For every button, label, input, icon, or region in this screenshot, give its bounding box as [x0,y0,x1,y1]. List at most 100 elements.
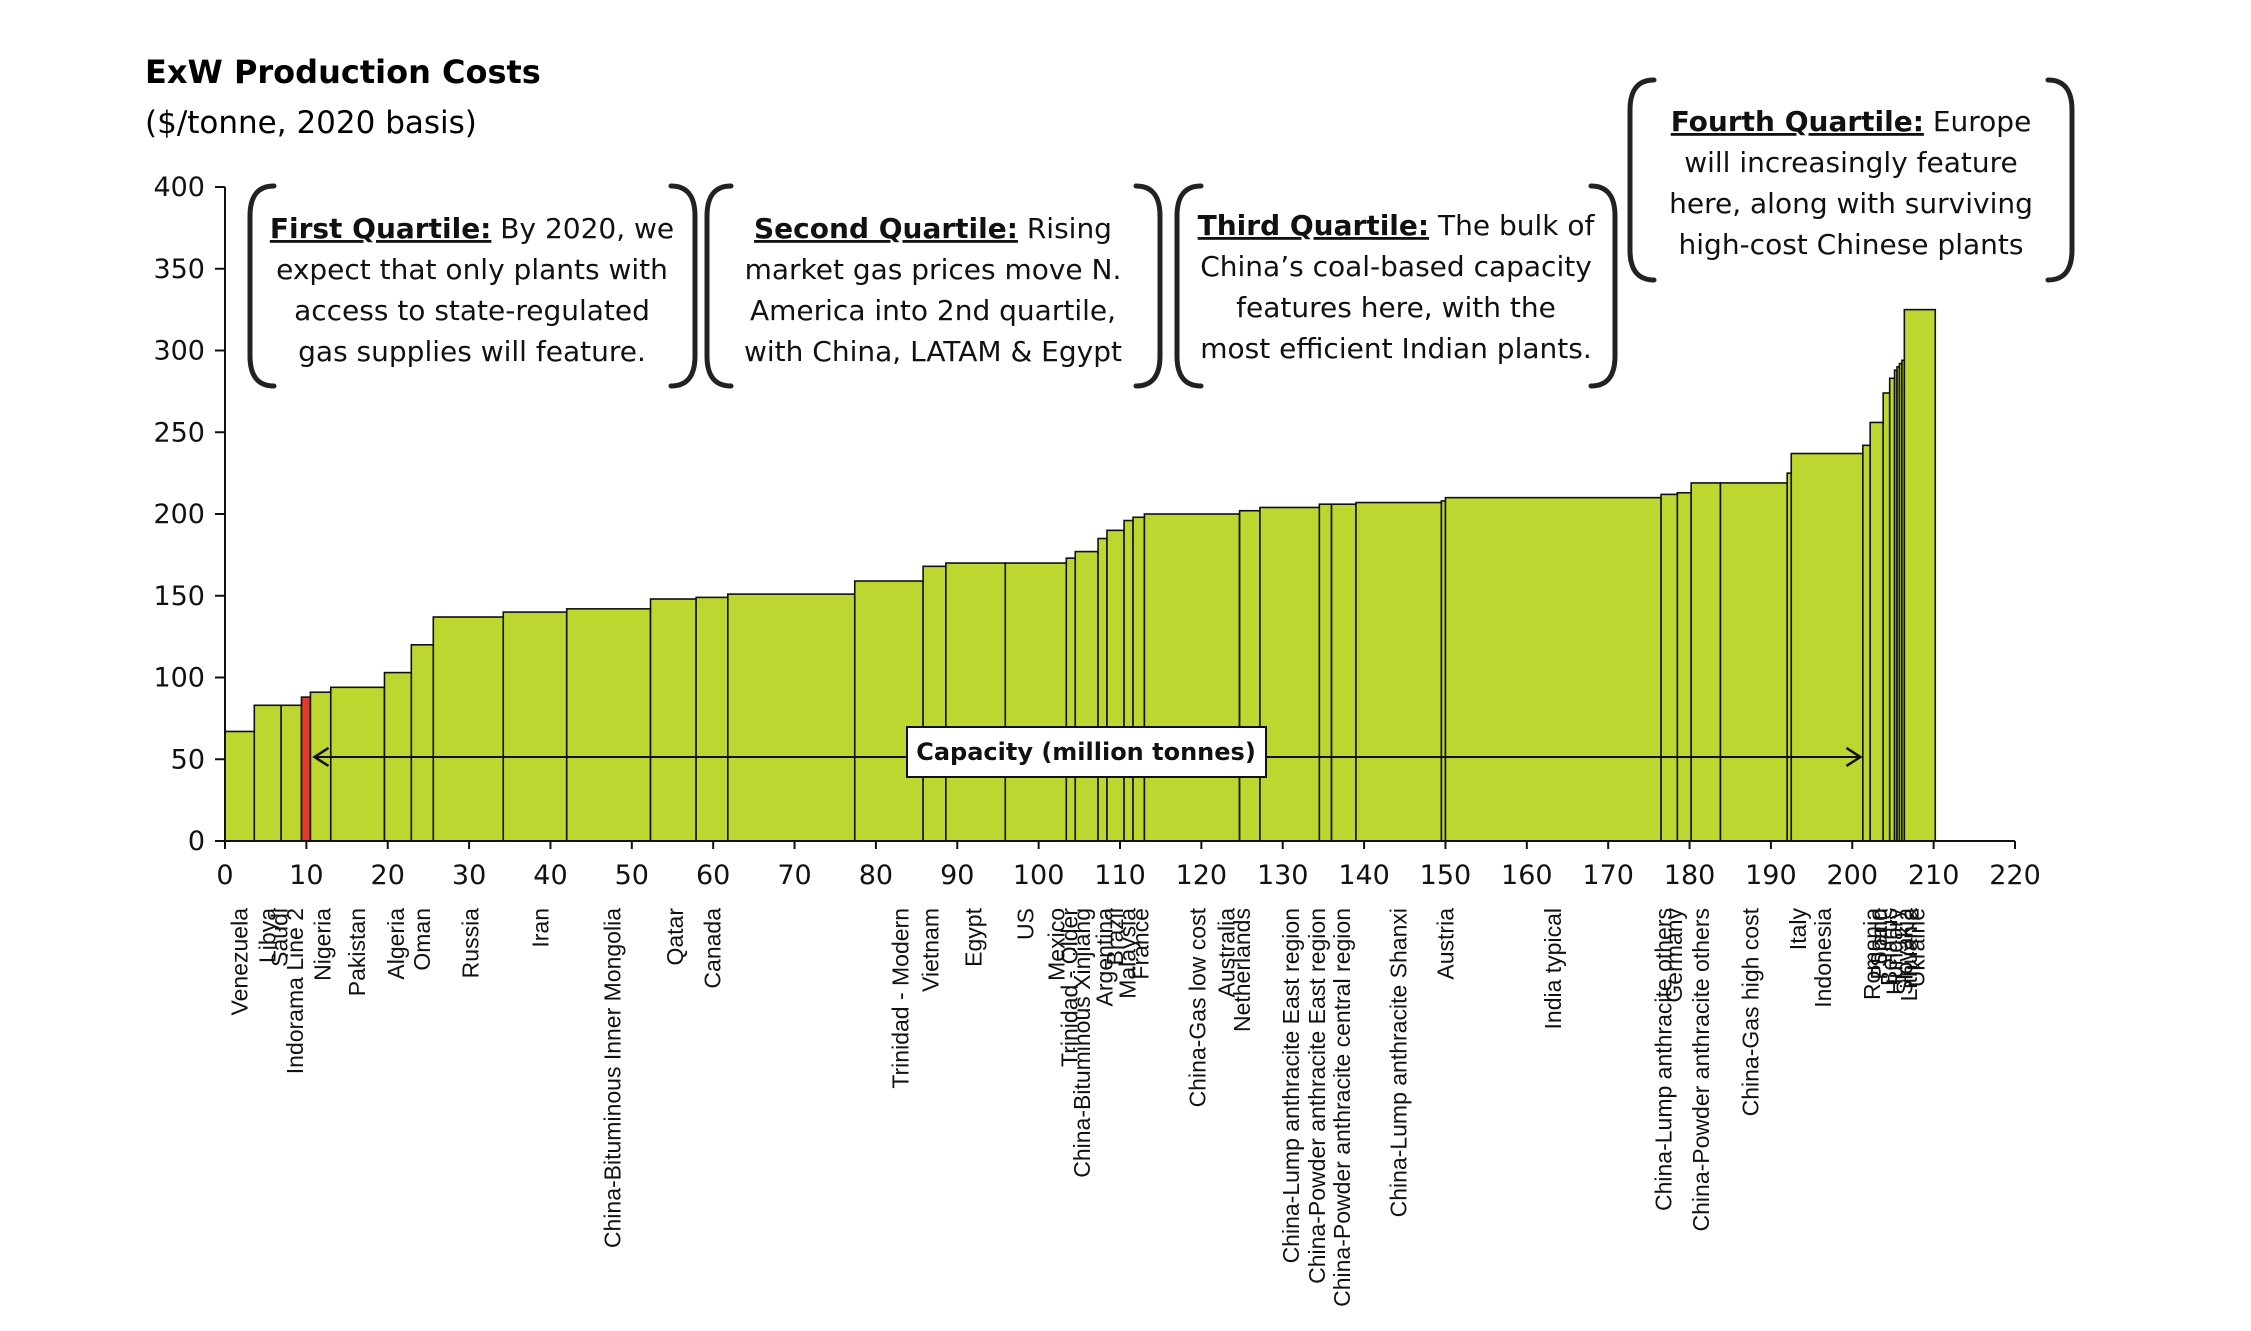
bar-15 [922,565,947,842]
y-ticks-group: 0 50 100 150 200 250 300 350 400 [153,172,225,857]
annotation-0-line-0: First Quartile: By 2020, we [270,212,674,245]
y-tick-label-0: 0 [188,826,205,857]
capacity-arrow-group: Capacity (million tonnes) [312,726,1863,778]
bar-47 [1903,308,1937,842]
category-label-40: Spain [1866,908,1892,967]
annotation-3-heading: Fourth Quartile: [1671,105,1924,138]
category-label-14: Vietnam [917,908,943,992]
category-label-18: Trinidad - Older [1057,908,1083,1067]
bar-33 [1660,493,1679,842]
annotation-3-bracket-right [2045,77,2075,283]
x-tick-label-18: 180 [1664,860,1716,891]
annotation-3-line-0-text: Europe [1924,105,2031,138]
category-label-13: Trinidad - Modern [887,908,913,1089]
annotation-2-line-0-text: The bulk of [1429,209,1595,242]
bar-24 [1143,513,1241,842]
bar-20 [1097,537,1108,842]
bar-32 [1444,496,1662,842]
bar-13 [727,593,856,842]
x-tick-label-6: 60 [696,860,730,891]
annotation-0-line-0-text: By 2020, we [491,212,674,245]
category-label-33: Germany [1661,908,1687,1003]
capacity-arrowhead-left [312,746,330,768]
annotation-3-line-1: will increasingly feature [1684,146,2018,179]
category-label-25: Australia [1214,908,1240,998]
category-label-45: Lithuania [1896,908,1922,1002]
bar-30 [1355,501,1443,842]
annotation-0-bracket-right [668,183,698,389]
bar-21 [1106,529,1125,842]
category-label-29: China-Powder anthracite central region [1329,908,1355,1307]
x-tick-label-13: 130 [1257,860,1309,891]
category-label-31: Austria [1432,908,1458,980]
annotation-1-heading: Second Quartile: [754,212,1018,245]
bar-26 [1238,509,1261,842]
y-tick-label-4: 200 [153,499,205,530]
bar-2 [280,704,303,842]
capacity-axis-label: Capacity (million tonnes) [916,738,1256,766]
bars-group [224,308,1937,842]
category-label-30: China-Lump anthracite Shanxi [1385,908,1411,1217]
x-tick-label-21: 210 [1908,860,1960,891]
category-label-17: Mexico [1044,908,1070,981]
x-ticks-group: 0 10 20 30 40 50 60 70 80 90 100 110 120 130 140 150 160… [216,841,2041,891]
bar-28 [1318,503,1333,842]
category-label-36: China-Gas high cost [1738,907,1764,1116]
x-tick-label-17: 170 [1582,860,1634,891]
category-label-8: Russia [458,908,484,979]
y-tick-label-3: 150 [153,581,205,612]
annotation-1-line-0: Second Quartile: Rising [754,212,1112,245]
category-label-39: Romania [1859,908,1885,1000]
x-tick-label-2: 20 [371,860,405,891]
category-label-22: Malaysia [1114,908,1140,999]
bar-38 [1790,452,1864,842]
capacity-arrowhead-right [1845,746,1863,768]
category-label-5: Pakistan [344,908,370,996]
bar-11 [649,598,697,842]
x-tick-label-4: 40 [533,860,567,891]
annotation-3-bracket-left [1627,77,1657,283]
annotation-2-bracket-left [1174,183,1204,389]
bar-19 [1074,550,1099,842]
annotation-1-line-3: with China, LATAM & Egypt [744,335,1122,368]
annotation-1-line-1: market gas prices move N. [745,253,1122,286]
annotation-3-line-3: high-cost Chinese plants [1679,228,2024,261]
category-label-20: Argentina [1092,908,1118,1007]
bar-39 [1862,444,1871,842]
category-label-43: Hungary [1882,908,1908,995]
x-tick-label-8: 80 [859,860,893,891]
x-tick-label-22: 220 [1989,860,2041,891]
category-label-15: Egypt [961,907,987,966]
x-tick-label-3: 30 [452,860,486,891]
bar-36 [1719,482,1788,842]
category-label-44: Slovakia [1891,908,1917,995]
annotation-3-line-0: Fourth Quartile: Europe [1671,105,2032,138]
category-label-28: China-Powder anthracite East region [1304,908,1330,1284]
annotation-1-line-0-text: Rising [1018,212,1112,245]
bar-3 [300,696,312,842]
y-tick-label-6: 300 [153,336,205,367]
x-tick-label-5: 50 [615,860,649,891]
category-label-37: Italy [1785,908,1811,951]
x-tick-label-12: 120 [1176,860,1228,891]
category-label-0: Venezuela [227,908,253,1016]
annotation-1-bracket-left [704,183,734,389]
annotation-0-line-3: gas supplies will feature. [298,335,646,368]
capacity-label-box [906,726,1267,778]
category-label-10: China-Bituminous Inner Mongolia [599,908,625,1248]
category-label-26: Netherlands [1229,908,1255,1032]
annotation-1-bracket-right [1133,183,1163,389]
x-tick-label-14: 140 [1338,860,1390,891]
bar-14 [853,580,924,842]
annotations-group: First Quartile: By 2020, we expect that o… [247,77,2075,389]
category-label-24: China-Gas low cost [1184,907,1210,1107]
x-tick-label-9: 90 [940,860,974,891]
bar-40 [1869,421,1884,842]
category-label-12: Canada [699,908,725,989]
x-tick-label-11: 110 [1094,860,1146,891]
y-tick-label-5: 250 [153,417,205,448]
category-label-11: Qatar [662,908,688,966]
y-tick-label-2: 100 [153,663,205,694]
annotation-2-line-0: Third Quartile: The bulk of [1198,209,1596,242]
